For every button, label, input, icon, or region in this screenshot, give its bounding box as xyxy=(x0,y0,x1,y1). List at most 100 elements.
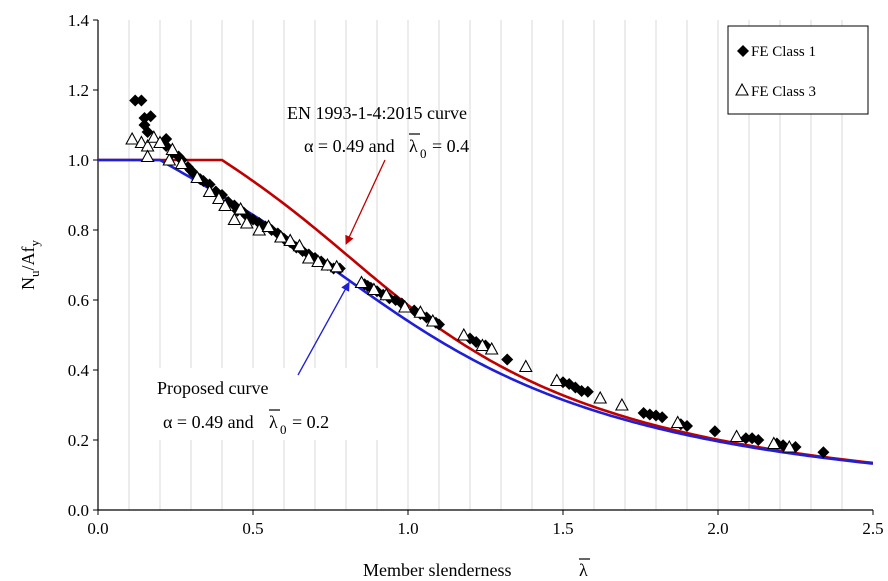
y-tick-label: 1.0 xyxy=(68,151,89,170)
class3-point xyxy=(782,439,797,453)
proposed-arrow xyxy=(297,281,350,376)
proposed-curve-title: Proposed curve xyxy=(157,378,268,398)
en-annotation: EN 1993-1-4:2015 curve α = 0.49 and λ 0 … xyxy=(287,103,469,245)
x-axis-title: Member slenderness λ xyxy=(363,558,590,580)
class3-point xyxy=(233,201,248,215)
data-points xyxy=(125,94,830,459)
proposed-curve-alpha: α = 0.49 and xyxy=(163,412,254,432)
class1-point xyxy=(708,425,721,438)
axes xyxy=(93,19,874,515)
class3-point xyxy=(413,305,428,318)
class3-point xyxy=(366,282,381,296)
y-axis-title-text: Nu/Afy xyxy=(18,240,42,291)
y-axis-Af: /Af xyxy=(18,247,38,271)
class1-point xyxy=(129,94,142,107)
class3-point xyxy=(174,156,189,170)
en-curve-title: EN 1993-1-4:2015 curve xyxy=(287,103,467,123)
class3-point xyxy=(218,198,233,212)
class3-point xyxy=(614,397,629,411)
class3-point xyxy=(140,149,155,163)
class3-point xyxy=(283,233,298,247)
class1-point xyxy=(141,126,154,138)
y-tick-label: 0.6 xyxy=(68,291,89,310)
x-tick-label: 0.5 xyxy=(242,519,263,538)
legend-triangle-marker xyxy=(735,82,749,96)
proposed-curve-lambda0: = 0.2 xyxy=(292,412,329,432)
class3-point xyxy=(766,436,781,450)
class3-point xyxy=(227,212,242,226)
x-tick-label: 1.0 xyxy=(397,519,418,538)
class1-point xyxy=(681,420,693,432)
class3-point xyxy=(162,152,177,166)
class3-point xyxy=(261,219,276,233)
y-axis-title: Nu/Afy xyxy=(18,240,42,291)
class3-point xyxy=(329,259,344,273)
en-curve-lambda0: = 0.4 xyxy=(432,136,469,156)
class3-point xyxy=(397,299,412,313)
proposed-lambda-subscript: 0 xyxy=(280,422,287,437)
class3-point xyxy=(549,373,564,387)
legend-label-class3: FE Class 3 xyxy=(751,84,816,100)
y-axis-sub-u: u xyxy=(27,270,42,277)
x-axis-lambda: λ xyxy=(579,560,588,580)
class1-point xyxy=(144,110,157,123)
class3-point xyxy=(354,275,369,289)
proposed-annotation-bg xyxy=(150,368,400,440)
en-lambda0-symbol: λ 0 xyxy=(409,133,427,161)
y-tick-label: 1.4 xyxy=(68,11,90,30)
en-curve-line xyxy=(98,158,873,465)
x-tick-label: 2.0 xyxy=(707,519,728,538)
class3-point xyxy=(484,341,499,355)
x-tick-label: 0.0 xyxy=(87,519,108,538)
y-tick-label: 0.0 xyxy=(68,501,89,520)
class3-point xyxy=(670,415,685,429)
class3-point xyxy=(153,135,167,149)
class3-point xyxy=(202,184,217,198)
class3-point xyxy=(379,287,394,301)
class3-point xyxy=(125,131,140,145)
y-tick-labels: 0.0 0.2 0.4 0.6 0.8 1.0 1.2 1.4 xyxy=(68,11,90,520)
y-axis-sub-y: y xyxy=(27,240,42,247)
en-arrow xyxy=(345,159,386,245)
x-tick-label: 1.5 xyxy=(552,519,573,538)
class3-point xyxy=(301,250,316,264)
legend: FE Class 1 FE Class 3 xyxy=(727,25,869,115)
class3-point xyxy=(211,191,226,205)
legend-diamond-marker xyxy=(737,45,749,57)
x-tick-label: 2.5 xyxy=(862,519,883,538)
class3-point xyxy=(729,429,744,443)
proposed-annotation: Proposed curve α = 0.49 and λ 0 = 0.2 xyxy=(150,281,400,440)
legend-box xyxy=(727,25,869,115)
y-tick-label: 1.2 xyxy=(68,81,89,100)
class3-point xyxy=(165,142,180,156)
proposed-lambda-symbol: λ xyxy=(269,412,278,432)
class3-point xyxy=(320,257,335,271)
class1-point xyxy=(135,94,148,107)
class3-point xyxy=(190,170,205,184)
class1-point xyxy=(752,434,765,446)
y-axis-N: N xyxy=(18,277,38,290)
class1-point xyxy=(817,446,830,459)
y-tick-label: 0.8 xyxy=(68,221,89,240)
class3-point xyxy=(252,222,267,236)
class3-point xyxy=(475,338,490,352)
en-lambda-symbol: λ xyxy=(409,136,418,156)
class1-point xyxy=(581,385,594,398)
class3-point xyxy=(239,215,254,229)
x-tick-labels: 0.0 0.5 1.0 1.5 2.0 2.5 xyxy=(87,519,883,538)
proposed-lambda0-symbol: λ 0 xyxy=(269,409,287,437)
class3-point xyxy=(518,359,533,373)
class1-point xyxy=(656,411,669,424)
class3-point xyxy=(273,229,288,243)
en-curve-alpha: α = 0.49 and xyxy=(304,136,395,156)
class3-point xyxy=(456,327,471,341)
y-tick-label: 0.2 xyxy=(68,431,89,450)
class1-point xyxy=(501,353,514,366)
class3-point xyxy=(146,130,161,143)
x-axis-title-text: Member slenderness xyxy=(363,560,511,580)
class3-point xyxy=(425,313,440,327)
class3-point xyxy=(311,254,326,268)
y-tick-label: 0.4 xyxy=(68,361,90,380)
class3-point xyxy=(593,390,608,404)
